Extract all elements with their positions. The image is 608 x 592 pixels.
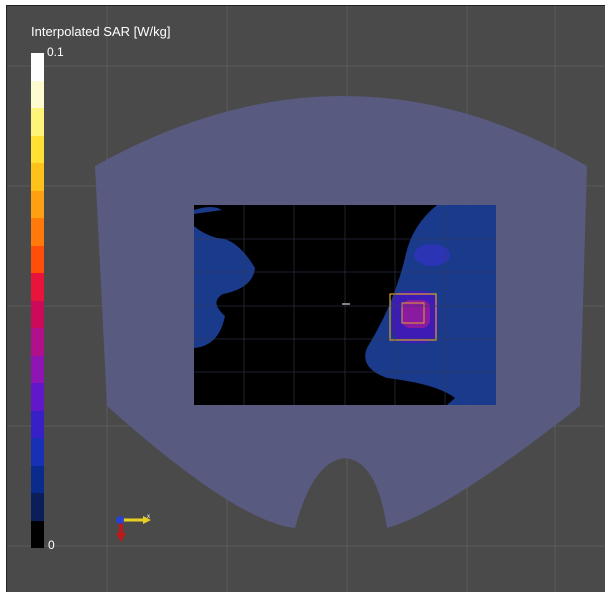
colorbar-segment: [31, 163, 44, 191]
axes-triad-icon: x: [116, 514, 151, 542]
colorbar-segment: [31, 273, 44, 301]
colorbar-segment: [31, 53, 44, 81]
colorbar-segment: [31, 410, 44, 438]
colorbar-segment: [31, 80, 44, 108]
axis-x-label: x: [147, 514, 150, 520]
colorbar-segment: [31, 493, 44, 521]
colorbar-segment: [31, 300, 44, 328]
colorbar-legend: [31, 53, 44, 548]
colorbar-segment: [31, 108, 44, 136]
colorbar-segment: [31, 190, 44, 218]
zoom-scan-inner: [401, 302, 425, 324]
sar-3d-viewport[interactable]: x Interpolated SAR [W/kg] 0.1 0: [6, 5, 605, 592]
colorbar-max-label: 0.1: [47, 45, 64, 59]
colorbar-segment: [31, 383, 44, 411]
colorbar-segment: [31, 520, 44, 548]
colorbar-segment: [31, 465, 44, 493]
peak-inner: [402, 300, 430, 328]
measurement-area: [194, 205, 496, 405]
colorbar-title: Interpolated SAR [W/kg]: [31, 24, 171, 39]
colorbar-segment: [31, 135, 44, 163]
sar-distribution-view: x: [7, 6, 605, 592]
low-field-region: [194, 205, 455, 405]
colorbar-segment: [31, 218, 44, 246]
colorbar-segment: [31, 438, 44, 466]
zoom-scan-outer: [389, 293, 437, 341]
colorbar-min-label: 0: [48, 538, 55, 552]
colorbar-segment: [31, 328, 44, 356]
colorbar-segment: [31, 355, 44, 383]
colorbar-segment: [31, 245, 44, 273]
